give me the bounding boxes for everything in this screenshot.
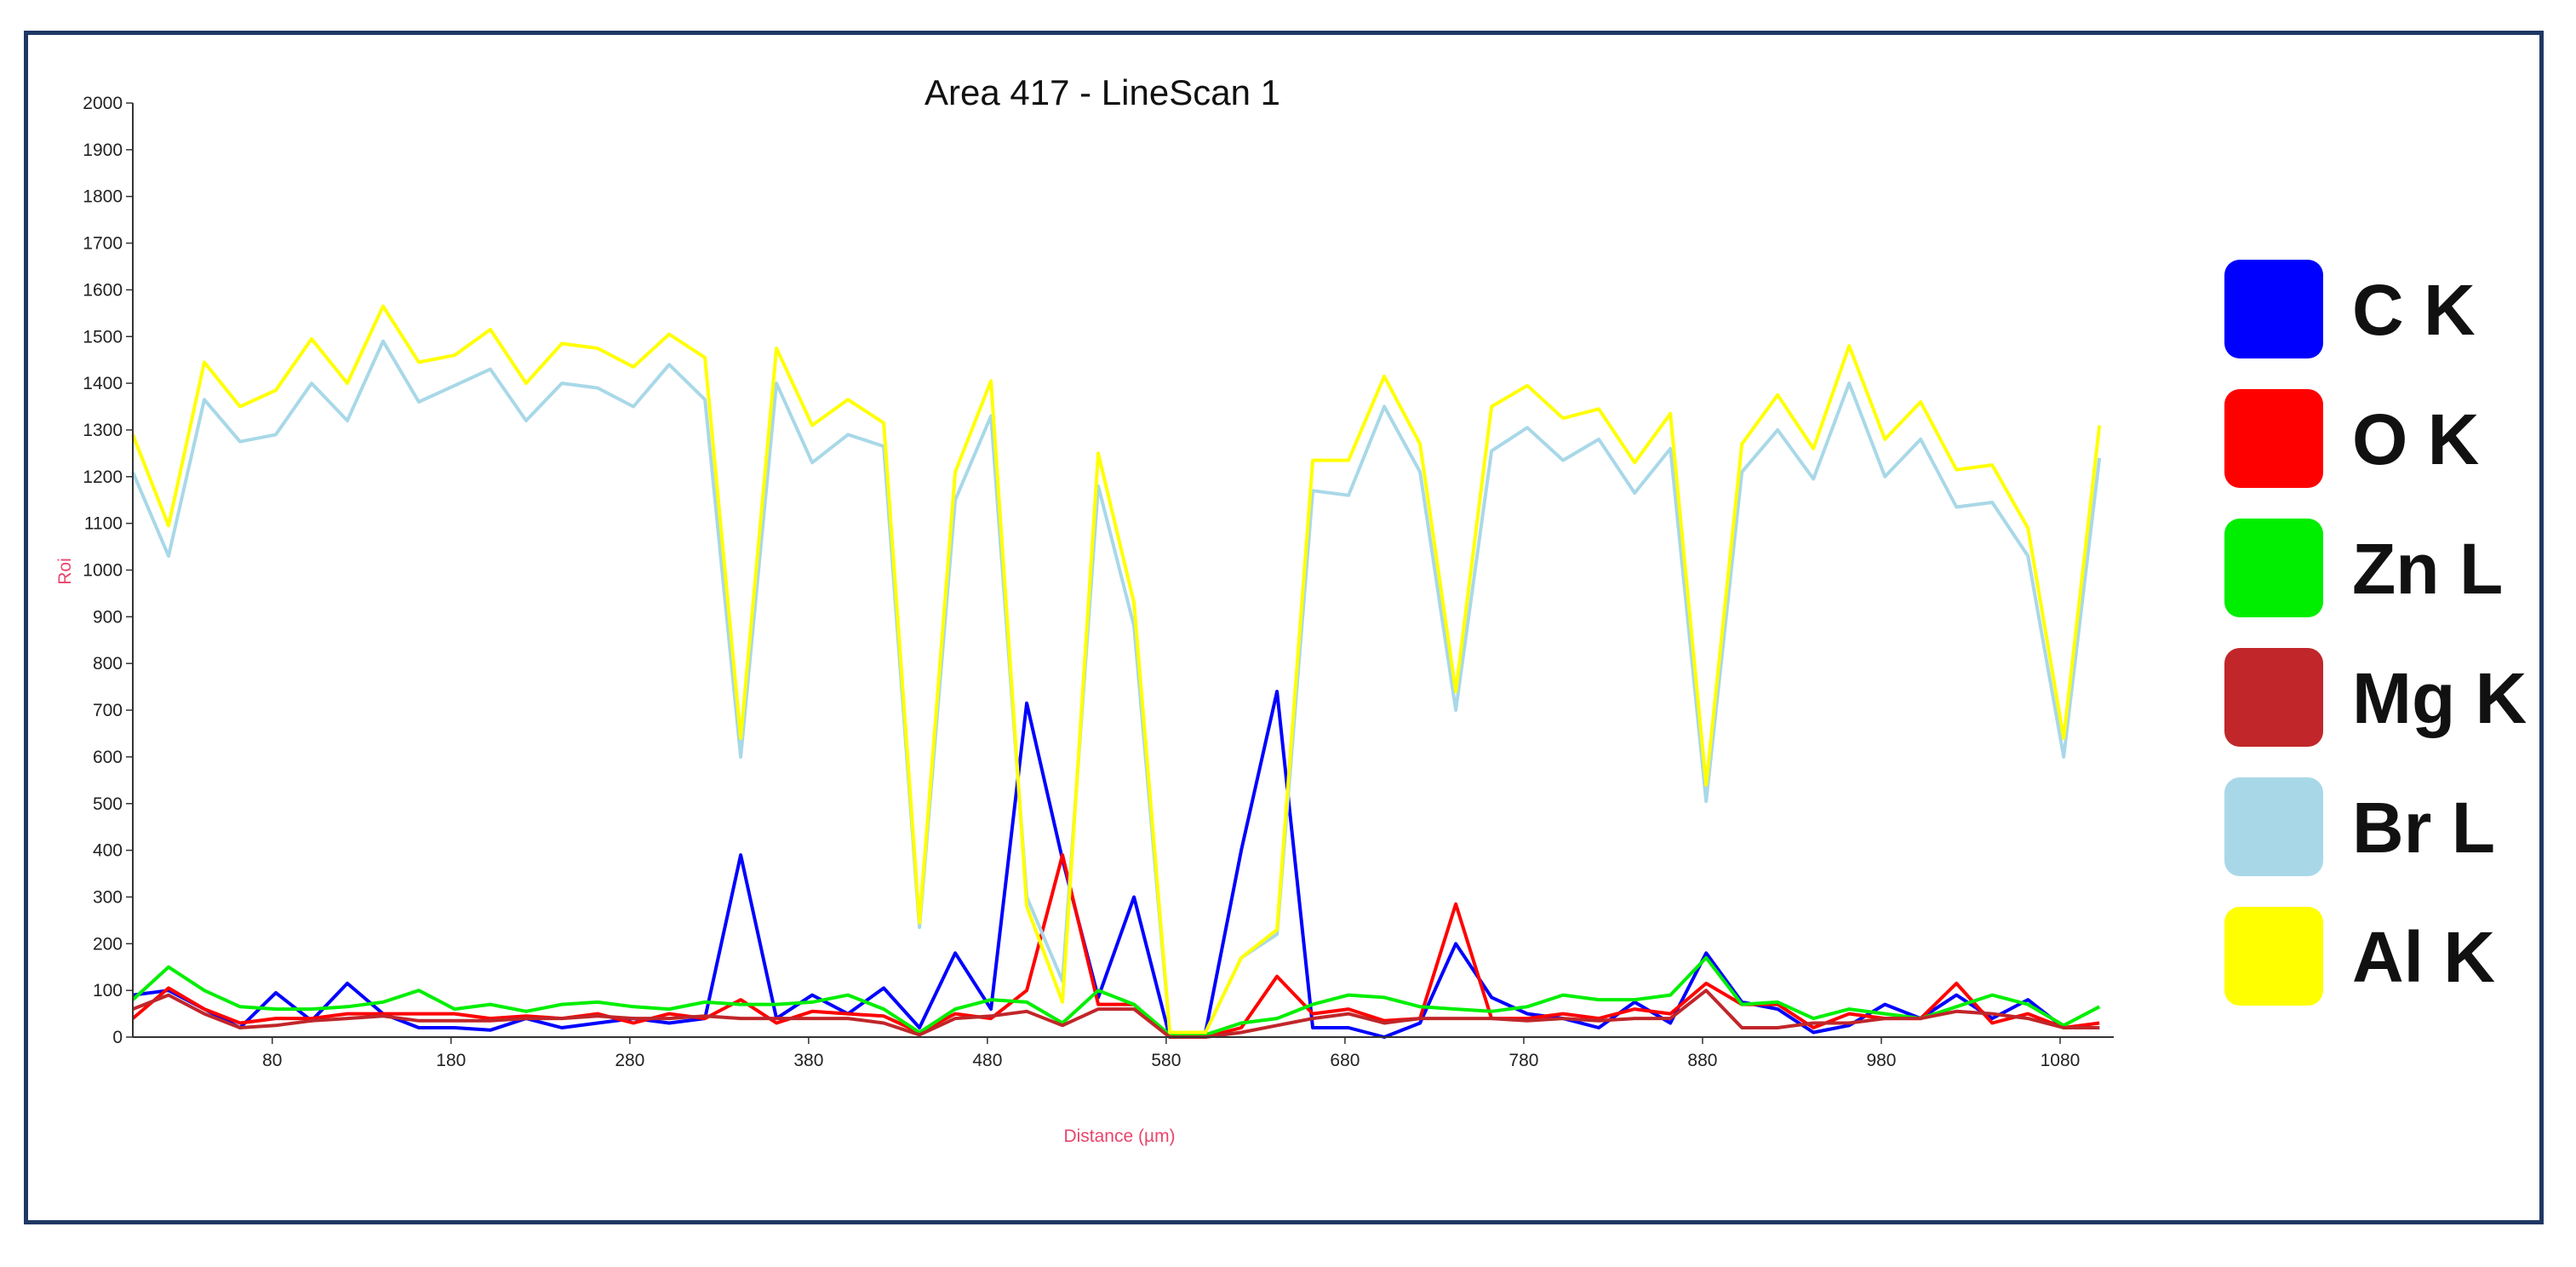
y-tick-label: 1600	[83, 280, 123, 300]
legend-swatch-zn-l	[2224, 519, 2323, 617]
legend-label-c-k: C K	[2352, 270, 2476, 350]
y-tick-label: 1200	[83, 467, 123, 487]
legend-label-o-k: O K	[2352, 399, 2479, 479]
series-line-al-k	[131, 304, 2102, 1035]
y-tick-label: 1300	[83, 421, 123, 440]
x-tick-label: 780	[1508, 1051, 1538, 1070]
legend-swatch-al-k	[2224, 907, 2323, 1006]
plot-axes	[132, 103, 2114, 1038]
y-tick-label: 500	[93, 794, 123, 814]
y-tick-label: 1400	[83, 374, 123, 393]
legend-label-br-l: Br L	[2352, 788, 2495, 868]
y-tick-label: 1500	[83, 327, 123, 347]
legend-label-mg-k: Mg K	[2352, 658, 2527, 738]
line-chart: Area 417 - LineScan 1 Distance (µm) Roi …	[55, 72, 2527, 1146]
y-tick-label: 1700	[83, 234, 123, 254]
x-tick-label: 580	[1151, 1051, 1181, 1070]
series-line-br-l	[131, 339, 2102, 1035]
series-line-o-k	[131, 853, 2100, 1039]
x-tick-label: 880	[1687, 1051, 1717, 1070]
legend-label-al-k: Al K	[2352, 917, 2495, 997]
y-tick-label: 700	[93, 701, 123, 720]
x-axis-ticks: 80 180 280 380 480 580 680 780 880 980 1080	[262, 1037, 2080, 1070]
legend-swatch-mg-k	[2224, 648, 2323, 747]
y-tick-label: 800	[93, 654, 123, 674]
x-tick-label: 80	[262, 1051, 282, 1070]
legend-swatch-br-l	[2224, 777, 2323, 876]
y-tick-label: 0	[112, 1028, 123, 1047]
y-tick-label: 1000	[83, 561, 123, 581]
y-tick-label: 1900	[83, 140, 123, 160]
y-tick-label: 1100	[84, 514, 123, 534]
y-tick-label: 200	[93, 934, 123, 954]
y-tick-label: 300	[93, 887, 123, 907]
x-tick-label: 380	[793, 1051, 823, 1070]
x-tick-label: 280	[615, 1051, 644, 1070]
chart-frame: Area 417 - LineScan 1 Distance (µm) Roi …	[24, 31, 2544, 1224]
x-axis-title: Distance (µm)	[1063, 1127, 1175, 1146]
chart-title: Area 417 - LineScan 1	[924, 72, 1280, 112]
y-tick-label: 1800	[83, 187, 123, 207]
y-tick-label: 600	[93, 748, 123, 767]
y-tick-label: 900	[93, 607, 123, 627]
y-tick-label: 100	[93, 981, 123, 1000]
series-line-mg-k	[132, 989, 2100, 1039]
x-tick-label: 680	[1330, 1051, 1360, 1070]
legend-label-zn-l: Zn L	[2352, 529, 2503, 609]
y-tick-label: 400	[93, 841, 123, 861]
y-axis-title: Roi	[55, 558, 75, 585]
x-tick-label: 1080	[2041, 1051, 2081, 1070]
y-tick-label: 2000	[83, 94, 123, 113]
series-lines	[131, 304, 2102, 1039]
legend: C K O K Zn L Mg K Br L Al K	[2224, 260, 2527, 1006]
legend-swatch-c-k	[2224, 260, 2323, 358]
x-tick-label: 180	[436, 1051, 466, 1070]
x-tick-label: 480	[972, 1051, 1002, 1070]
legend-swatch-o-k	[2224, 389, 2323, 488]
series-line-zn-l	[131, 955, 2101, 1037]
y-axis-ticks: 0 100 200 300 400 500 600 700 800 900 1000 1100 1200…	[83, 94, 133, 1047]
x-tick-label: 980	[1866, 1051, 1896, 1070]
series-line-c-k	[132, 690, 2100, 1039]
